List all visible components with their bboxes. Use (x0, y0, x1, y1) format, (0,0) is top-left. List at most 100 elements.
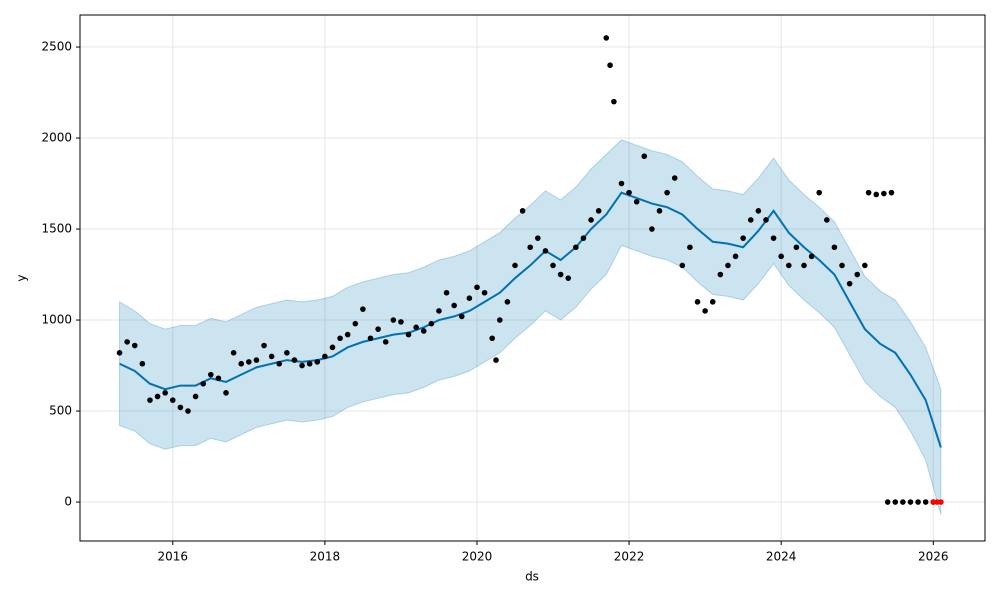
data-point (702, 308, 708, 314)
data-point (938, 499, 944, 505)
data-point (420, 328, 427, 334)
data-point (390, 317, 397, 323)
x-axis-label: ds (525, 570, 539, 584)
y-tick-label: 1500 (41, 222, 72, 236)
data-point (466, 295, 473, 302)
data-point (428, 320, 435, 327)
data-point (607, 62, 613, 69)
data-point (656, 208, 663, 214)
data-point (268, 353, 275, 360)
data-point (443, 289, 450, 296)
data-point (192, 393, 199, 400)
data-point (603, 35, 610, 41)
data-point (717, 271, 724, 278)
data-point (169, 397, 176, 403)
data-point (116, 350, 123, 356)
data-point (755, 208, 762, 214)
data-point (801, 262, 807, 269)
data-point (322, 353, 328, 360)
data-point (793, 244, 800, 251)
data-point (215, 375, 222, 382)
data-point (253, 357, 260, 363)
data-point (238, 360, 245, 367)
data-point (831, 244, 838, 251)
data-point (846, 280, 853, 287)
data-point (679, 262, 686, 269)
data-point (208, 371, 214, 378)
data-point (405, 331, 412, 338)
data-point (854, 271, 861, 278)
data-point (474, 284, 480, 291)
data-point (512, 262, 518, 269)
data-point (284, 350, 290, 356)
data-point (808, 253, 815, 260)
data-point (611, 98, 617, 105)
data-point (481, 289, 488, 296)
data-point (223, 390, 229, 396)
data-point (595, 208, 602, 214)
data-point (900, 499, 906, 505)
data-point (778, 253, 784, 260)
data-point (131, 342, 138, 349)
forecast-line (119, 191, 942, 448)
data-point (770, 235, 777, 241)
data-point (436, 308, 442, 314)
data-point (763, 217, 769, 223)
data-point (124, 339, 130, 345)
data-point (626, 189, 632, 196)
x-tick-label: 2022 (614, 550, 645, 564)
data-point (873, 191, 880, 198)
y-tick-label: 1000 (41, 313, 72, 327)
data-point (747, 217, 754, 223)
x-tick-label: 2024 (766, 550, 797, 564)
data-point (907, 499, 914, 505)
data-point (147, 397, 153, 403)
data-point (527, 244, 534, 251)
data-point (504, 299, 511, 305)
data-point (573, 244, 579, 251)
y-tick-label: 2000 (41, 131, 72, 145)
data-point (618, 180, 625, 187)
x-tick-label: 2016 (158, 550, 189, 564)
data-point (291, 357, 298, 363)
x-tick-label: 2026 (918, 550, 949, 564)
plot-frame (79, 14, 986, 542)
data-point (542, 248, 549, 254)
data-point (565, 275, 572, 281)
data-point (892, 499, 899, 505)
data-point (922, 499, 929, 505)
data-point (839, 262, 845, 269)
data-point (725, 262, 731, 269)
data-point (496, 317, 503, 323)
data-point (230, 350, 237, 356)
data-point (888, 189, 895, 196)
data-point (367, 335, 374, 342)
data-point (641, 153, 648, 160)
data-point (451, 302, 457, 309)
y-tick-label: 2500 (41, 40, 72, 54)
y-tick-label: 0 (64, 495, 72, 509)
data-point (865, 189, 872, 196)
data-point (915, 499, 921, 505)
data-point (535, 235, 541, 241)
data-point (382, 339, 389, 345)
data-point (360, 306, 366, 312)
data-point (299, 362, 305, 369)
data-point (824, 217, 830, 223)
data-point (246, 359, 252, 365)
data-point (671, 175, 678, 181)
data-point (633, 198, 640, 205)
data-point (588, 217, 594, 223)
data-point (489, 335, 495, 342)
data-point (458, 313, 465, 320)
data-point (694, 299, 701, 305)
data-point (816, 189, 823, 196)
data-point (162, 390, 168, 396)
data-point (337, 335, 343, 342)
data-point (649, 226, 655, 232)
data-point (709, 299, 716, 305)
data-point (139, 360, 146, 367)
data-point (884, 499, 891, 505)
data-point (352, 320, 359, 327)
